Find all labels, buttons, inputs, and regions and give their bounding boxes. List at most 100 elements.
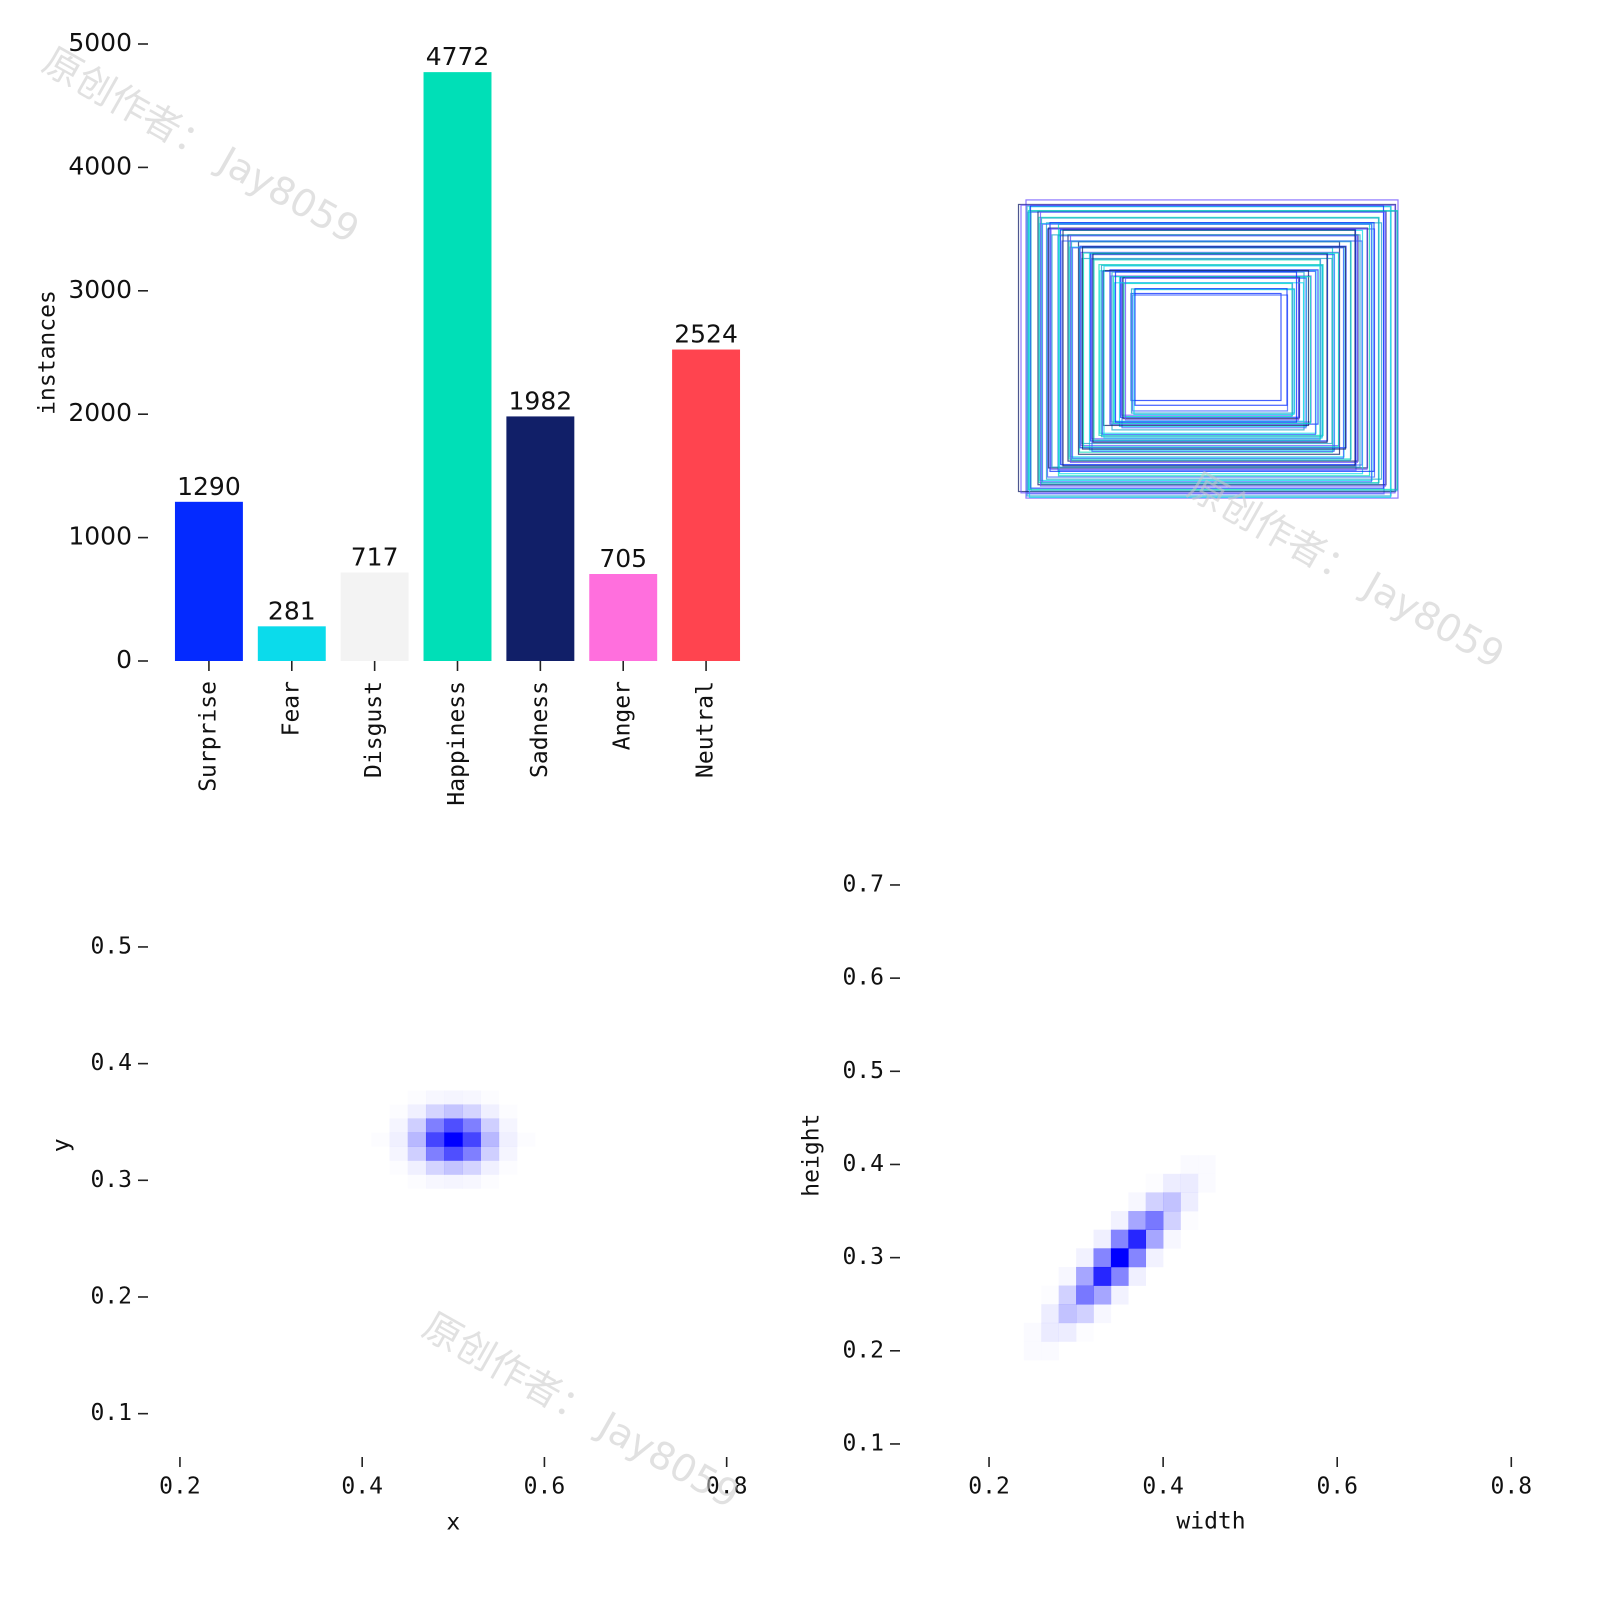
bar <box>174 501 243 661</box>
density-cell <box>407 1146 427 1161</box>
density-cell <box>1111 1341 1129 1360</box>
density-cell <box>353 1104 372 1118</box>
density-cell <box>1146 1174 1164 1193</box>
density-cell <box>1128 1286 1146 1305</box>
density-cell <box>353 1174 372 1188</box>
density-cell <box>1076 1285 1094 1305</box>
label-box <box>1030 210 1398 492</box>
density-cell <box>389 1146 409 1161</box>
label-box <box>1028 206 1392 498</box>
density-cell <box>1093 1155 1111 1174</box>
density-cell <box>480 1132 500 1147</box>
density-cell <box>1059 1211 1077 1230</box>
density-cell <box>444 1090 463 1105</box>
density-cell <box>1180 1173 1199 1193</box>
density-cell <box>353 1160 372 1174</box>
density-cell <box>1110 1266 1129 1286</box>
density-cell <box>1181 1155 1199 1174</box>
density-cell <box>517 1188 536 1202</box>
density-cell <box>1024 1155 1042 1174</box>
density-cell <box>1198 1286 1216 1305</box>
density-cell <box>481 1090 500 1104</box>
density-cell <box>1059 1267 1077 1286</box>
density-cell <box>481 1174 500 1188</box>
density-cell <box>371 1174 390 1188</box>
density-cell <box>1163 1192 1181 1212</box>
density-cell <box>1145 1211 1164 1230</box>
value-label: 1290 <box>177 472 241 501</box>
density-cell <box>1041 1267 1059 1286</box>
subplot: 0.1 0.2 0.3 0.4 0.5 y 0.2 0.4 0.6 0.8 x <box>49 933 748 1535</box>
label-box <box>1082 252 1340 448</box>
density-cell <box>535 1188 554 1202</box>
density-cell <box>407 1118 427 1133</box>
density-cell <box>1076 1230 1094 1249</box>
y-tick-label: 0.3 <box>842 1244 884 1270</box>
density-cell <box>462 1104 481 1119</box>
density-cell <box>407 1104 427 1119</box>
density-cell <box>1181 1248 1199 1267</box>
box-overlay <box>1017 199 1399 499</box>
density-cell <box>1076 1266 1094 1286</box>
density-cell <box>1163 1155 1181 1174</box>
x-tick-label: 0.2 <box>968 1474 1010 1500</box>
density-cell <box>1041 1248 1059 1267</box>
density-cell <box>1128 1304 1146 1323</box>
density-cell <box>444 1118 463 1133</box>
density-cell <box>517 1090 536 1104</box>
bar <box>257 626 326 661</box>
label-box <box>1061 240 1363 466</box>
density-cell <box>1093 1211 1111 1230</box>
density-cell <box>462 1090 481 1104</box>
density-cell <box>1128 1323 1146 1342</box>
density-cell <box>1041 1192 1059 1211</box>
density-cell <box>517 1118 536 1132</box>
watermark: 原创作者： Jay8059 <box>415 1304 746 1517</box>
density-cell <box>1163 1323 1181 1342</box>
density-cell <box>499 1188 518 1202</box>
density-cell <box>390 1188 409 1202</box>
density-cell <box>1058 1322 1077 1342</box>
density-cell <box>1041 1322 1059 1342</box>
density-cell <box>353 1132 372 1146</box>
density-cell <box>1128 1211 1147 1230</box>
density-cell <box>1041 1230 1059 1249</box>
density-cell <box>499 1090 518 1104</box>
y-tick-label: 0.3 <box>90 1167 132 1193</box>
density-cell <box>535 1118 554 1132</box>
density-cell <box>1198 1304 1216 1323</box>
density-cell <box>1198 1211 1216 1230</box>
density-cell <box>1198 1248 1216 1267</box>
density-cell <box>1110 1285 1129 1305</box>
label-box <box>1039 211 1387 487</box>
label-box <box>1071 247 1345 459</box>
density-cell <box>462 1188 481 1202</box>
density-cell <box>1198 1323 1216 1342</box>
density-cell <box>499 1160 518 1174</box>
label-box <box>1114 271 1298 423</box>
density-cell <box>1059 1192 1077 1211</box>
density-cell <box>1059 1341 1077 1360</box>
density-cell <box>408 1188 427 1202</box>
density-cell <box>1059 1174 1077 1193</box>
value-label: 4772 <box>426 42 490 71</box>
y-tick-label: 0.5 <box>842 1058 884 1084</box>
x-tick-label: Surprise <box>195 681 221 792</box>
density-cell <box>444 1188 463 1202</box>
density-cell <box>1128 1192 1146 1211</box>
density-cell <box>353 1188 372 1202</box>
label-box <box>1041 223 1373 483</box>
density-cell <box>481 1188 500 1202</box>
density-cell <box>1163 1230 1181 1249</box>
plots: 0 1000 2000 3000 4000 5000 instances 1290 Surpri… <box>35 28 1533 1536</box>
density-cell <box>407 1160 427 1175</box>
density-cell <box>535 1160 554 1174</box>
density-cell <box>1041 1174 1059 1193</box>
density-cell <box>1076 1192 1094 1211</box>
bar <box>423 72 492 662</box>
y-tick-label: 1000 <box>68 522 132 551</box>
label-box <box>1070 241 1352 461</box>
density-cell <box>426 1090 445 1104</box>
watermark: 原创作者： Jay8059 <box>35 39 366 252</box>
